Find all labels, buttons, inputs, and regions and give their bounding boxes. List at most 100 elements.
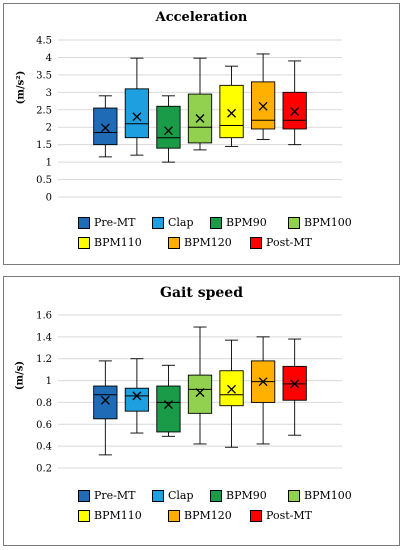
mean-marker <box>227 108 237 118</box>
legend-item-bpm100: BPM100 <box>288 216 352 229</box>
legend-swatch <box>168 509 180 522</box>
box-clap <box>124 358 150 434</box>
legend-swatch <box>250 509 262 522</box>
legend-label: BPM120 <box>184 509 232 522</box>
legend-item-clap: Clap <box>152 489 194 502</box>
iqr-box <box>93 107 118 146</box>
mean-marker <box>290 379 300 389</box>
y-tick-label: 1.4 <box>36 332 52 343</box>
box-clap <box>124 57 150 156</box>
mean-marker <box>100 395 110 405</box>
y-tick-label: 2 <box>46 123 52 134</box>
y-tick-label: 0.4 <box>36 442 52 453</box>
legend-label: BPM90 <box>226 489 267 502</box>
box-bpm90 <box>156 364 181 437</box>
legend-swatch <box>78 489 90 502</box>
legend-swatch <box>288 489 300 502</box>
box-post-mt <box>282 60 307 146</box>
mean-marker <box>132 112 142 122</box>
legend-label: BPM100 <box>304 216 352 229</box>
y-tick-label: 4 <box>46 53 52 64</box>
gait-speed-chart-panel: Gait speed (m/s) 0.2 0.4 0.6 0.8 1 1.2 1.4 1.6 … <box>3 276 400 546</box>
iqr-box <box>93 385 118 420</box>
y-tick-label: 1.6 <box>36 311 52 322</box>
box-bpm100 <box>187 326 213 445</box>
box-bpm110 <box>219 65 244 147</box>
chart-title: Gait speed <box>160 285 243 301</box>
mean-marker <box>195 114 205 123</box>
legend-label: Pre-MT <box>94 216 136 229</box>
legend-swatch <box>152 489 164 502</box>
iqr-box <box>124 387 150 412</box>
mean-marker <box>163 126 173 136</box>
legend-label: BPM100 <box>304 489 352 502</box>
legend-label: Clap <box>168 216 194 229</box>
iqr-box <box>156 105 181 149</box>
legend-swatch <box>288 216 300 229</box>
legend-label: Post-MT <box>266 236 312 249</box>
mean-marker <box>258 101 268 111</box>
legend-swatch <box>152 216 164 229</box>
legend-item-pre-mt: Pre-MT <box>78 489 136 502</box>
legend-swatch <box>78 216 90 229</box>
y-tick-label: 0.5 <box>36 175 52 186</box>
legend-item-bpm100: BPM100 <box>288 489 352 502</box>
legend-item-bpm90: BPM90 <box>210 489 267 502</box>
mean-marker <box>100 123 110 133</box>
box-bpm90 <box>156 95 181 163</box>
gait-speed-plot: 0.2 0.4 0.6 0.8 1 1.2 1.4 1.6 <box>36 311 342 475</box>
box-pre-mt <box>93 95 118 158</box>
y-tick-label: 0.6 <box>36 420 52 431</box>
mean-marker <box>258 377 268 387</box>
legend-item-post-mt: Post-MT <box>250 509 312 522</box>
legend-item-bpm110: BPM110 <box>78 509 142 522</box>
legend-label: BPM110 <box>94 236 142 249</box>
legend-swatch <box>250 236 262 249</box>
iqr-box <box>187 374 213 414</box>
legend-swatch <box>168 236 180 249</box>
legend-item-post-mt: Post-MT <box>250 236 312 249</box>
y-tick-label: 0.2 <box>36 464 52 475</box>
y-tick-label: 1 <box>46 376 52 387</box>
legend-item-bpm120: BPM120 <box>168 236 232 249</box>
box-bpm120 <box>250 336 276 445</box>
legend-item-clap: Clap <box>152 216 194 229</box>
box-post-mt <box>282 338 307 436</box>
y-tick-label: 1.2 <box>36 354 52 365</box>
y-tick-label: 1.5 <box>36 140 52 151</box>
legend-item-pre-mt: Pre-MT <box>78 216 136 229</box>
legend-swatch <box>210 216 222 229</box>
y-tick-label: 4.5 <box>36 36 52 47</box>
mean-marker <box>227 384 237 394</box>
legend-item-bpm110: BPM110 <box>78 236 142 249</box>
box-bpm120 <box>250 53 276 140</box>
legend-swatch <box>78 236 90 249</box>
legend-swatch <box>210 489 222 502</box>
mean-marker <box>163 400 173 410</box>
mean-marker <box>132 391 142 401</box>
iqr-box <box>124 88 150 139</box>
iqr-box <box>219 84 244 139</box>
y-tick-label: 0.8 <box>36 398 52 409</box>
y-tick-label: 0 <box>46 193 52 204</box>
legend-label: Clap <box>168 489 194 502</box>
y-tick-label: 3 <box>46 88 52 99</box>
box-bpm100 <box>187 57 213 151</box>
y-tick-label: 1 <box>46 158 52 169</box>
iqr-box <box>156 385 181 433</box>
legend-label: BPM110 <box>94 509 142 522</box>
mean-marker <box>290 107 300 116</box>
y-tick-label: 3.5 <box>36 70 52 81</box>
box-bpm110 <box>219 339 244 448</box>
chart-title: Acceleration <box>155 10 248 25</box>
legend-item-bpm90: BPM90 <box>210 216 267 229</box>
legend-swatch <box>78 509 90 522</box>
legend-label: BPM90 <box>226 216 267 229</box>
iqr-box <box>219 370 244 407</box>
y-tick-label: 2.5 <box>36 105 52 116</box>
box-pre-mt <box>93 360 118 456</box>
legend-label: BPM120 <box>184 236 232 249</box>
mean-marker <box>195 388 205 398</box>
acceleration-plot: 0 0.5 1 1.5 2 2.5 3 3.5 4 4.5 <box>36 36 342 204</box>
legend-label: Post-MT <box>266 509 312 522</box>
